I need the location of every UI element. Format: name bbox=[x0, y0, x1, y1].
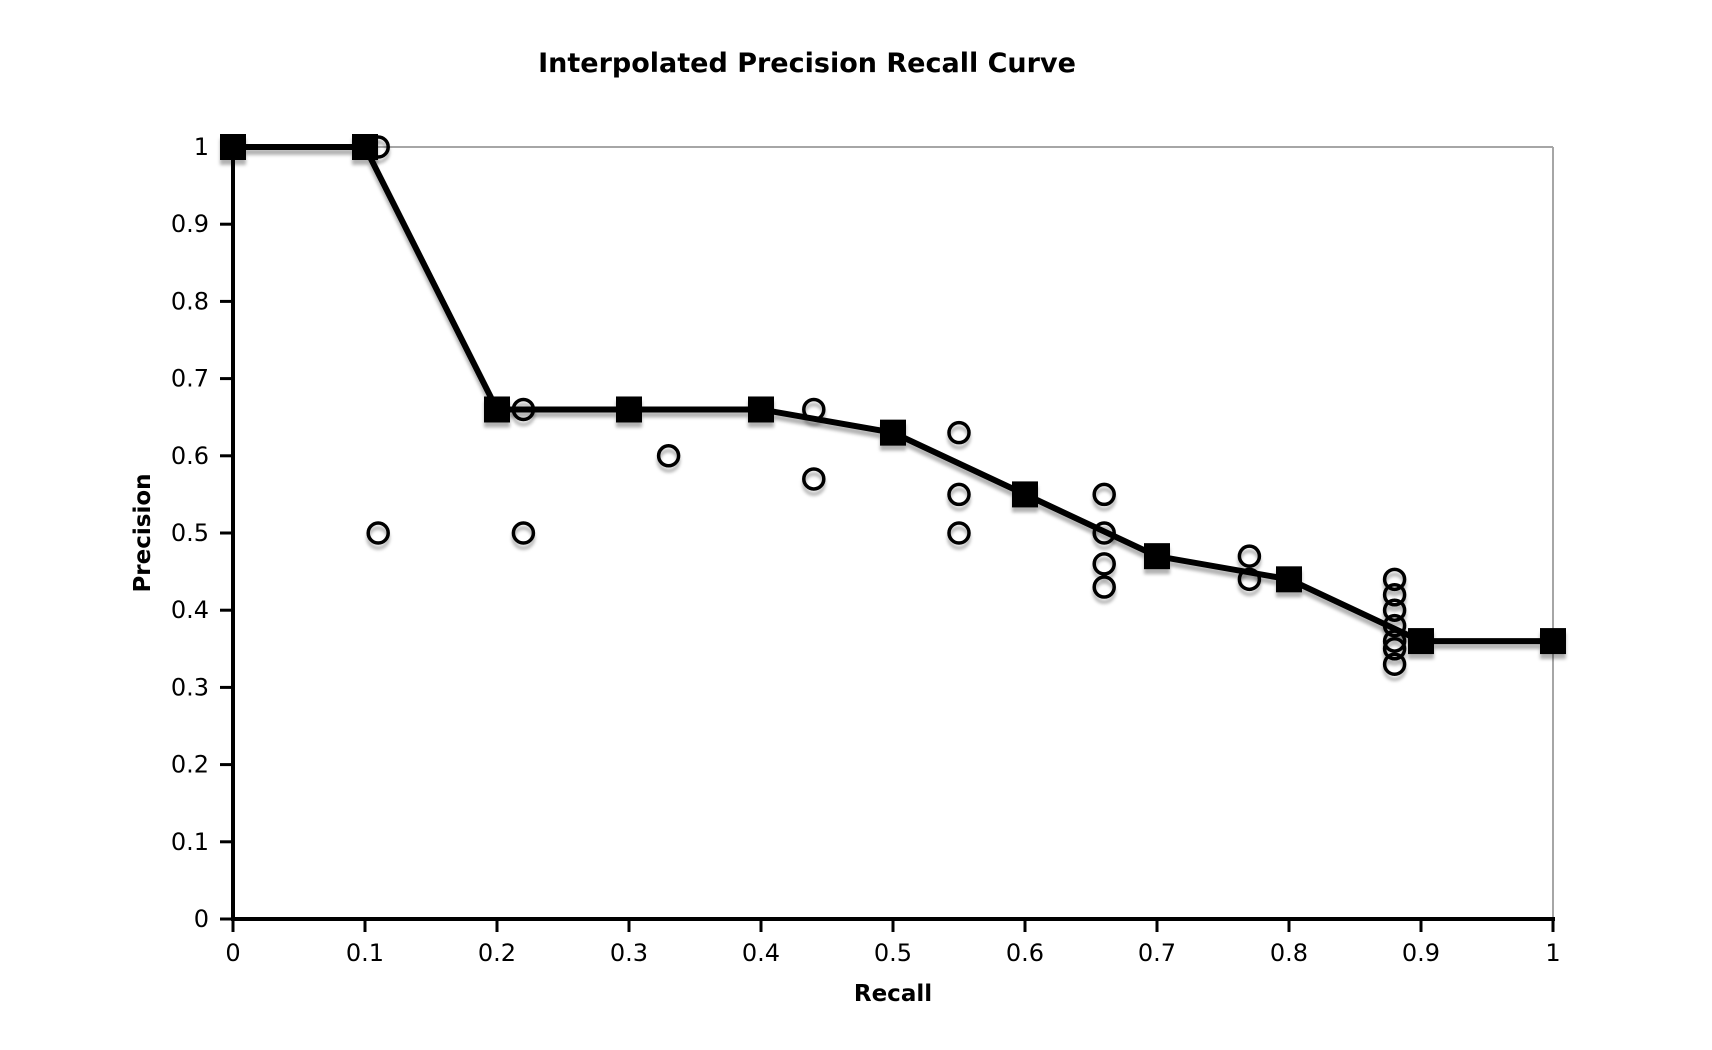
pr-point-marker bbox=[947, 420, 971, 445]
x-tick-label: 0.4 bbox=[742, 939, 780, 967]
y-tick-label: 1 bbox=[194, 133, 209, 161]
y-tick-label: 0.2 bbox=[171, 751, 209, 779]
x-axis-label: Recall bbox=[854, 981, 932, 1007]
pr-point-marker bbox=[1382, 567, 1407, 592]
axes bbox=[231, 145, 1555, 921]
interpolated-point-marker bbox=[1408, 628, 1434, 655]
pr-point-marker bbox=[1382, 629, 1407, 653]
interpolated-point-marker bbox=[880, 419, 906, 446]
pr-point-marker bbox=[1092, 521, 1116, 545]
axis-tick-labels: 0 0.1 0.2 0.3 0.4 0.5 0.6 0.7 0.8 0.9 1 0 0.1 0.2 0.3 0… bbox=[171, 133, 1561, 967]
interpolated-point-marker bbox=[616, 396, 642, 423]
plot-area-border bbox=[233, 146, 1554, 919]
pr-point-marker bbox=[366, 521, 390, 545]
y-axis-label: Precision bbox=[130, 473, 156, 592]
x-tick-label: 0.6 bbox=[1006, 939, 1044, 967]
y-tick-label: 0.7 bbox=[171, 365, 209, 393]
x-tick-label: 0.7 bbox=[1138, 939, 1176, 967]
y-tick-label: 0.9 bbox=[171, 210, 209, 238]
x-tick-label: 0.1 bbox=[346, 939, 384, 967]
pr-point-marker bbox=[1382, 613, 1407, 638]
x-tick-label: 0 bbox=[225, 939, 240, 967]
chart-title: Interpolated Precision Recall Curve bbox=[538, 48, 1076, 79]
pr-point-marker bbox=[366, 135, 390, 159]
interpolated-precision-line bbox=[233, 144, 1553, 645]
pr-point-marker bbox=[1382, 637, 1407, 661]
interpolated-point-marker bbox=[748, 396, 774, 423]
x-tick-label: 0.2 bbox=[478, 939, 516, 967]
pr-point-marker bbox=[656, 444, 681, 468]
interpolated-point-marker bbox=[220, 134, 246, 160]
y-tick-label: 0.8 bbox=[171, 287, 209, 315]
pr-point-marker bbox=[947, 482, 971, 507]
y-tick-label: 0.3 bbox=[171, 673, 209, 701]
x-tick-label: 0.5 bbox=[874, 939, 912, 967]
interpolated-point-marker bbox=[1540, 628, 1566, 655]
y-tick-label: 0 bbox=[194, 905, 209, 933]
interpolated-point-marker bbox=[1144, 543, 1170, 570]
pr-point-marker bbox=[802, 397, 826, 422]
x-tick-label: 0.8 bbox=[1270, 939, 1308, 967]
pr-point-marker bbox=[511, 397, 536, 422]
interpolated-point-marker bbox=[484, 396, 510, 423]
interpolated-point-marker bbox=[1012, 481, 1038, 508]
interpolated-precision-series bbox=[220, 134, 1566, 655]
pr-point-marker bbox=[1382, 583, 1407, 607]
pr-point-marker bbox=[802, 467, 826, 491]
x-tick-label: 0.3 bbox=[610, 939, 648, 967]
pr-point-marker bbox=[1237, 567, 1262, 592]
y-tick-label: 0.5 bbox=[171, 519, 209, 547]
x-tick-label: 1 bbox=[1545, 939, 1560, 967]
pr-point-marker bbox=[1237, 544, 1262, 568]
pr-point-marker bbox=[1382, 652, 1407, 676]
pr-point-marker bbox=[511, 521, 536, 545]
pr-point-marker bbox=[947, 521, 971, 545]
interpolated-point-marker bbox=[1276, 566, 1302, 593]
pr-point-marker bbox=[1092, 482, 1116, 507]
pr-point-marker bbox=[1382, 598, 1407, 622]
y-tick-label: 0.4 bbox=[171, 596, 209, 624]
precision-recall-points-series bbox=[366, 135, 1407, 676]
data-series-layer bbox=[220, 134, 1566, 676]
x-tick-label: 0.9 bbox=[1402, 939, 1440, 967]
pr-point-marker bbox=[1092, 575, 1116, 599]
y-tick-label: 0.1 bbox=[171, 828, 209, 856]
y-tick-label: 0.6 bbox=[171, 442, 209, 470]
pr-point-marker bbox=[1092, 552, 1116, 576]
axis-ticks bbox=[220, 145, 1555, 932]
